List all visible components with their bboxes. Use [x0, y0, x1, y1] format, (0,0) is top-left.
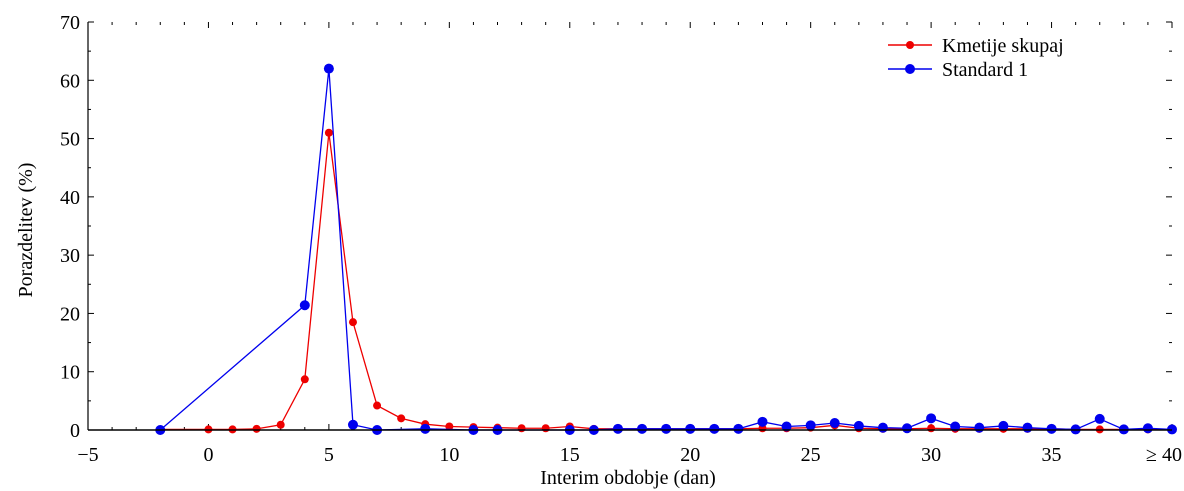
- data-point: [541, 424, 550, 433]
- data-point: [252, 424, 261, 433]
- data-point: [1094, 413, 1105, 424]
- data-point: [300, 375, 309, 384]
- data-point: [347, 419, 358, 430]
- series-line: [159, 68, 1173, 431]
- y-axis-title: Porazdelitev (%): [15, 163, 37, 298]
- x-tick-label: 10: [439, 444, 459, 466]
- data-point: [397, 414, 406, 423]
- data-point: [927, 424, 936, 433]
- x-tick-label: 35: [1042, 444, 1062, 466]
- data-point: [853, 420, 864, 431]
- data-point: [950, 421, 961, 432]
- data-point: [323, 63, 334, 74]
- legend-label-kmetije: Kmetije skupaj: [942, 35, 1064, 57]
- data-point: [299, 300, 310, 311]
- data-point: [276, 420, 285, 429]
- y-tick-label: 10: [60, 362, 80, 384]
- x-tick-label: 25: [801, 444, 821, 466]
- x-tick-label: 20: [680, 444, 700, 466]
- axes-frame: [87, 22, 1172, 431]
- y-tick-label: 50: [60, 129, 80, 151]
- x-axis-title: Interim obdobje (dan): [540, 467, 716, 489]
- x-tick-label: 30: [921, 444, 941, 466]
- data-point: [1142, 423, 1153, 434]
- series-layer: [155, 63, 1177, 435]
- data-point: [877, 422, 888, 433]
- data-point: [709, 423, 720, 434]
- x-tick-label: 0: [203, 444, 213, 466]
- data-point: [420, 423, 431, 434]
- x-tick-label: 5: [324, 444, 334, 466]
- y-tick-label: 70: [60, 12, 80, 34]
- axis-ticks: [87, 21, 1173, 431]
- data-point: [324, 128, 333, 137]
- legend-label-standard: Standard 1: [942, 59, 1028, 81]
- data-point: [733, 423, 744, 434]
- data-point: [661, 423, 672, 434]
- data-point: [757, 416, 768, 427]
- data-point: [805, 420, 816, 431]
- data-point: [637, 423, 648, 434]
- y-tick-label: 30: [60, 245, 80, 267]
- data-point: [974, 422, 985, 433]
- legend: Kmetije skupaj Standard 1: [888, 35, 1064, 81]
- data-point: [1022, 422, 1033, 433]
- data-point: [926, 413, 937, 424]
- x-tick-label: 15: [560, 444, 580, 466]
- y-tick-label: 40: [60, 187, 80, 209]
- data-point: [829, 418, 840, 429]
- data-point: [1046, 423, 1057, 434]
- data-point: [517, 424, 526, 433]
- y-tick-label: 0: [70, 420, 80, 442]
- legend-marker-kmetije: [906, 41, 914, 49]
- data-point: [348, 318, 357, 327]
- data-point: [781, 421, 792, 432]
- x-tick-label: −5: [77, 444, 98, 466]
- x-tick-label: ≥ 40: [1146, 444, 1182, 466]
- series-line: [160, 132, 1172, 431]
- data-point: [445, 422, 454, 431]
- data-point: [998, 420, 1009, 431]
- series-kmetije-skupaj: [156, 128, 1176, 434]
- data-point: [685, 423, 696, 434]
- data-point: [373, 401, 382, 410]
- y-tick-label: 20: [60, 303, 80, 325]
- y-tick-label: 60: [60, 70, 80, 92]
- data-point: [902, 423, 913, 434]
- legend-marker-standard: [905, 64, 915, 74]
- data-point: [612, 423, 623, 434]
